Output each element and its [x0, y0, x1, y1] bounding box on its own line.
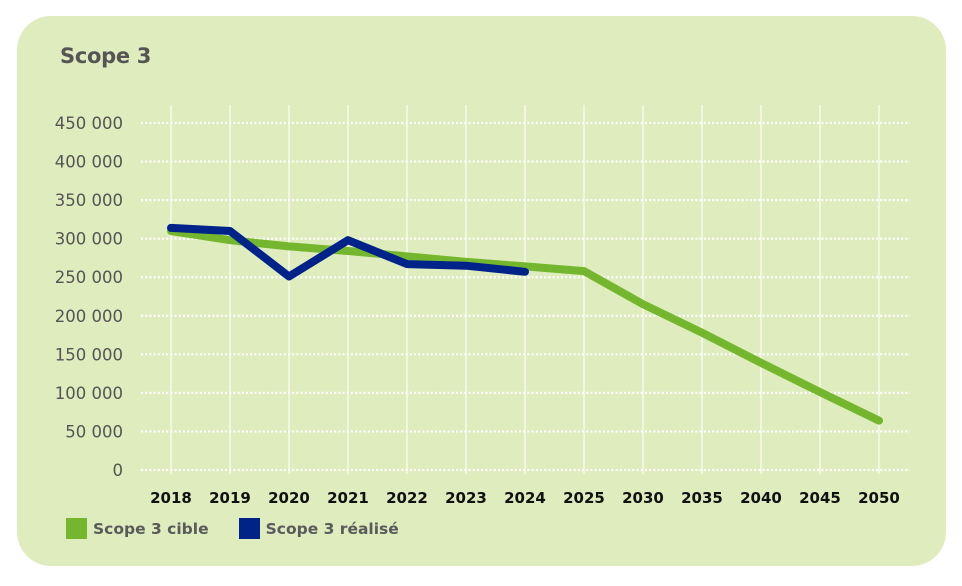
y-tick-label: 300 000: [55, 230, 123, 249]
legend-label-target: Scope 3 cible: [93, 519, 209, 538]
x-tick-label: 2024: [504, 489, 546, 507]
x-tick-label: 2018: [150, 489, 192, 507]
y-tick-label: 400 000: [55, 153, 123, 172]
chart-card: [17, 16, 946, 566]
x-tick-label: 2025: [563, 489, 605, 507]
y-tick-label: 450 000: [55, 114, 123, 133]
x-tick-label: 2040: [740, 489, 782, 507]
legend-item-target[interactable]: Scope 3 cible: [66, 518, 209, 539]
legend-swatch-target: [66, 518, 87, 539]
y-tick-label: 100 000: [55, 384, 123, 403]
y-tick-label: 350 000: [55, 191, 123, 210]
x-tick-label: 2050: [858, 489, 900, 507]
y-axis: 0 50 000 100 000 150 000 200 000 250 000 300 0…: [55, 114, 123, 480]
legend-swatch-actual: [238, 518, 260, 539]
legend: Scope 3 cible Scope 3 réalisé: [66, 518, 429, 539]
x-tick-label: 2020: [268, 489, 310, 507]
chart-title: Scope 3: [60, 44, 152, 68]
x-tick-label: 2030: [622, 489, 664, 507]
y-tick-label: 250 000: [55, 268, 123, 287]
series-lines: [167, 223, 883, 425]
legend-item-actual[interactable]: Scope 3 réalisé: [238, 518, 399, 539]
x-tick-label: 2023: [445, 489, 487, 507]
legend-label-actual: Scope 3 réalisé: [265, 519, 399, 538]
x-tick-label: 2019: [209, 489, 251, 507]
y-tick-label: 0: [113, 461, 124, 480]
x-tick-label: 2022: [386, 489, 428, 507]
x-tick-label: 2035: [681, 489, 723, 507]
x-axis: 2018 2019 2020 2021 2022 2023 2024 2025 2030 2035…: [150, 489, 900, 507]
x-tick-label: 2021: [327, 489, 369, 507]
y-tick-label: 50 000: [65, 422, 123, 441]
grid: [141, 105, 910, 474]
x-tick-label: 2045: [799, 489, 841, 507]
y-tick-label: 150 000: [55, 345, 123, 364]
y-tick-label: 200 000: [55, 307, 123, 326]
